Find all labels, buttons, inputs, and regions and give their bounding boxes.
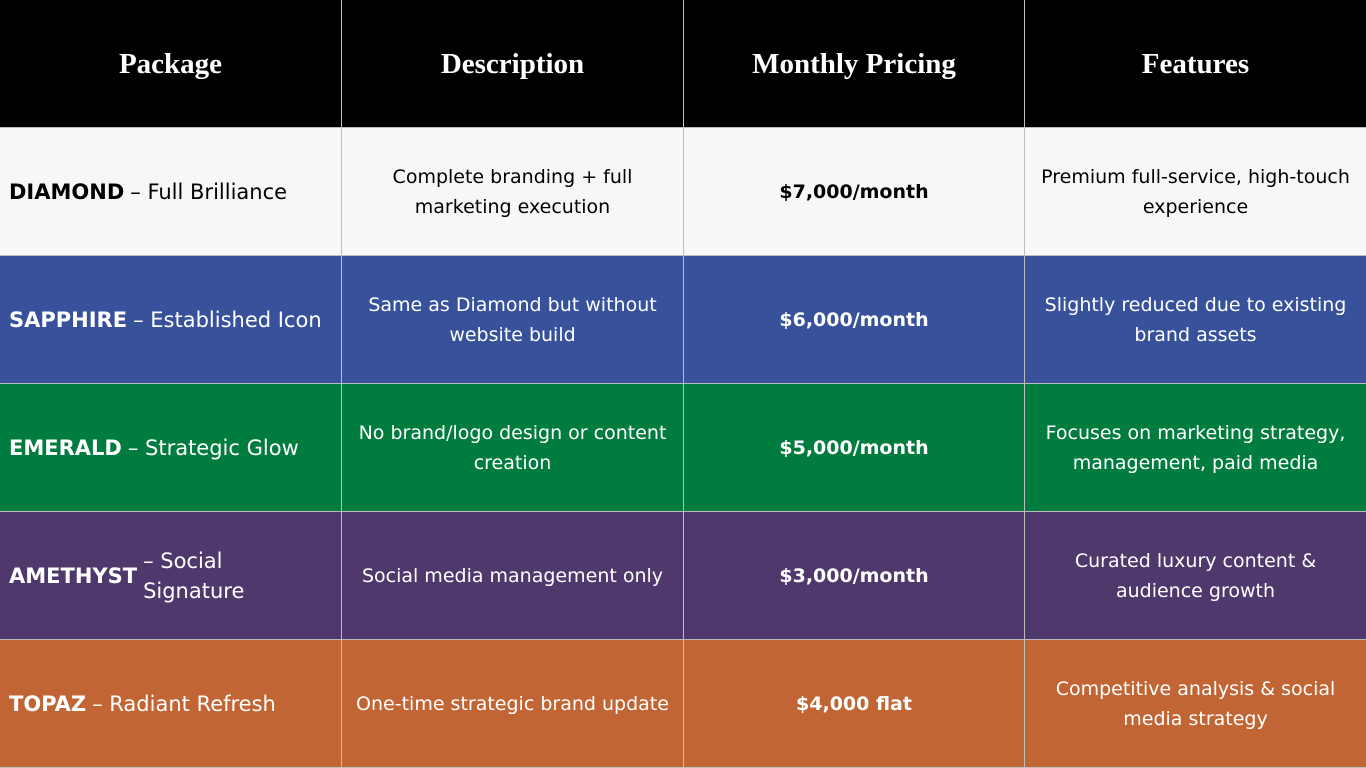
text-cell: No brand/logo design or content creation	[342, 384, 684, 512]
text-cell: Curated luxury content & audience growth	[1025, 512, 1366, 640]
text-cell: Same as Diamond but without website buil…	[342, 256, 684, 384]
text-cell: Competitive analysis & social media stra…	[1025, 640, 1366, 768]
package-name: TOPAZ	[9, 691, 87, 716]
package-cell: TOPAZ – Radiant Refresh	[0, 640, 342, 768]
price-cell: $4,000 flat	[684, 640, 1025, 768]
package-name: DIAMOND	[9, 179, 125, 204]
price-cell: $6,000/month	[684, 256, 1025, 384]
package-tagline: – Strategic Glow	[127, 435, 299, 460]
text-cell: Slightly reduced due to existing brand a…	[1025, 256, 1366, 384]
text-cell: Social media management only	[342, 512, 684, 640]
price-cell: $3,000/month	[684, 512, 1025, 640]
package-tagline: – Established Icon	[133, 307, 322, 332]
header-cell: Description	[342, 0, 684, 128]
text-cell: One-time strategic brand update	[342, 640, 684, 768]
price-cell: $7,000/month	[684, 128, 1025, 256]
text-cell: Complete branding + full marketing execu…	[342, 128, 684, 256]
header-cell: Package	[0, 0, 342, 128]
text-cell: Premium full-service, high-touch experie…	[1025, 128, 1366, 256]
package-cell: AMETHYST – Social Signature	[0, 512, 342, 640]
header-cell: Monthly Pricing	[684, 0, 1025, 128]
package-name: AMETHYST	[9, 563, 138, 588]
package-tagline: – Full Brilliance	[130, 179, 288, 204]
package-name: SAPPHIRE	[9, 307, 128, 332]
package-tagline: – Social Signature	[143, 548, 245, 603]
package-cell: DIAMOND – Full Brilliance	[0, 128, 342, 256]
package-cell: SAPPHIRE – Established Icon	[0, 256, 342, 384]
package-tagline: – Radiant Refresh	[92, 691, 276, 716]
price-cell: $5,000/month	[684, 384, 1025, 512]
text-cell: Focuses on marketing strategy, managemen…	[1025, 384, 1366, 512]
header-cell: Features	[1025, 0, 1366, 128]
package-name: EMERALD	[9, 435, 122, 460]
package-cell: EMERALD – Strategic Glow	[0, 384, 342, 512]
